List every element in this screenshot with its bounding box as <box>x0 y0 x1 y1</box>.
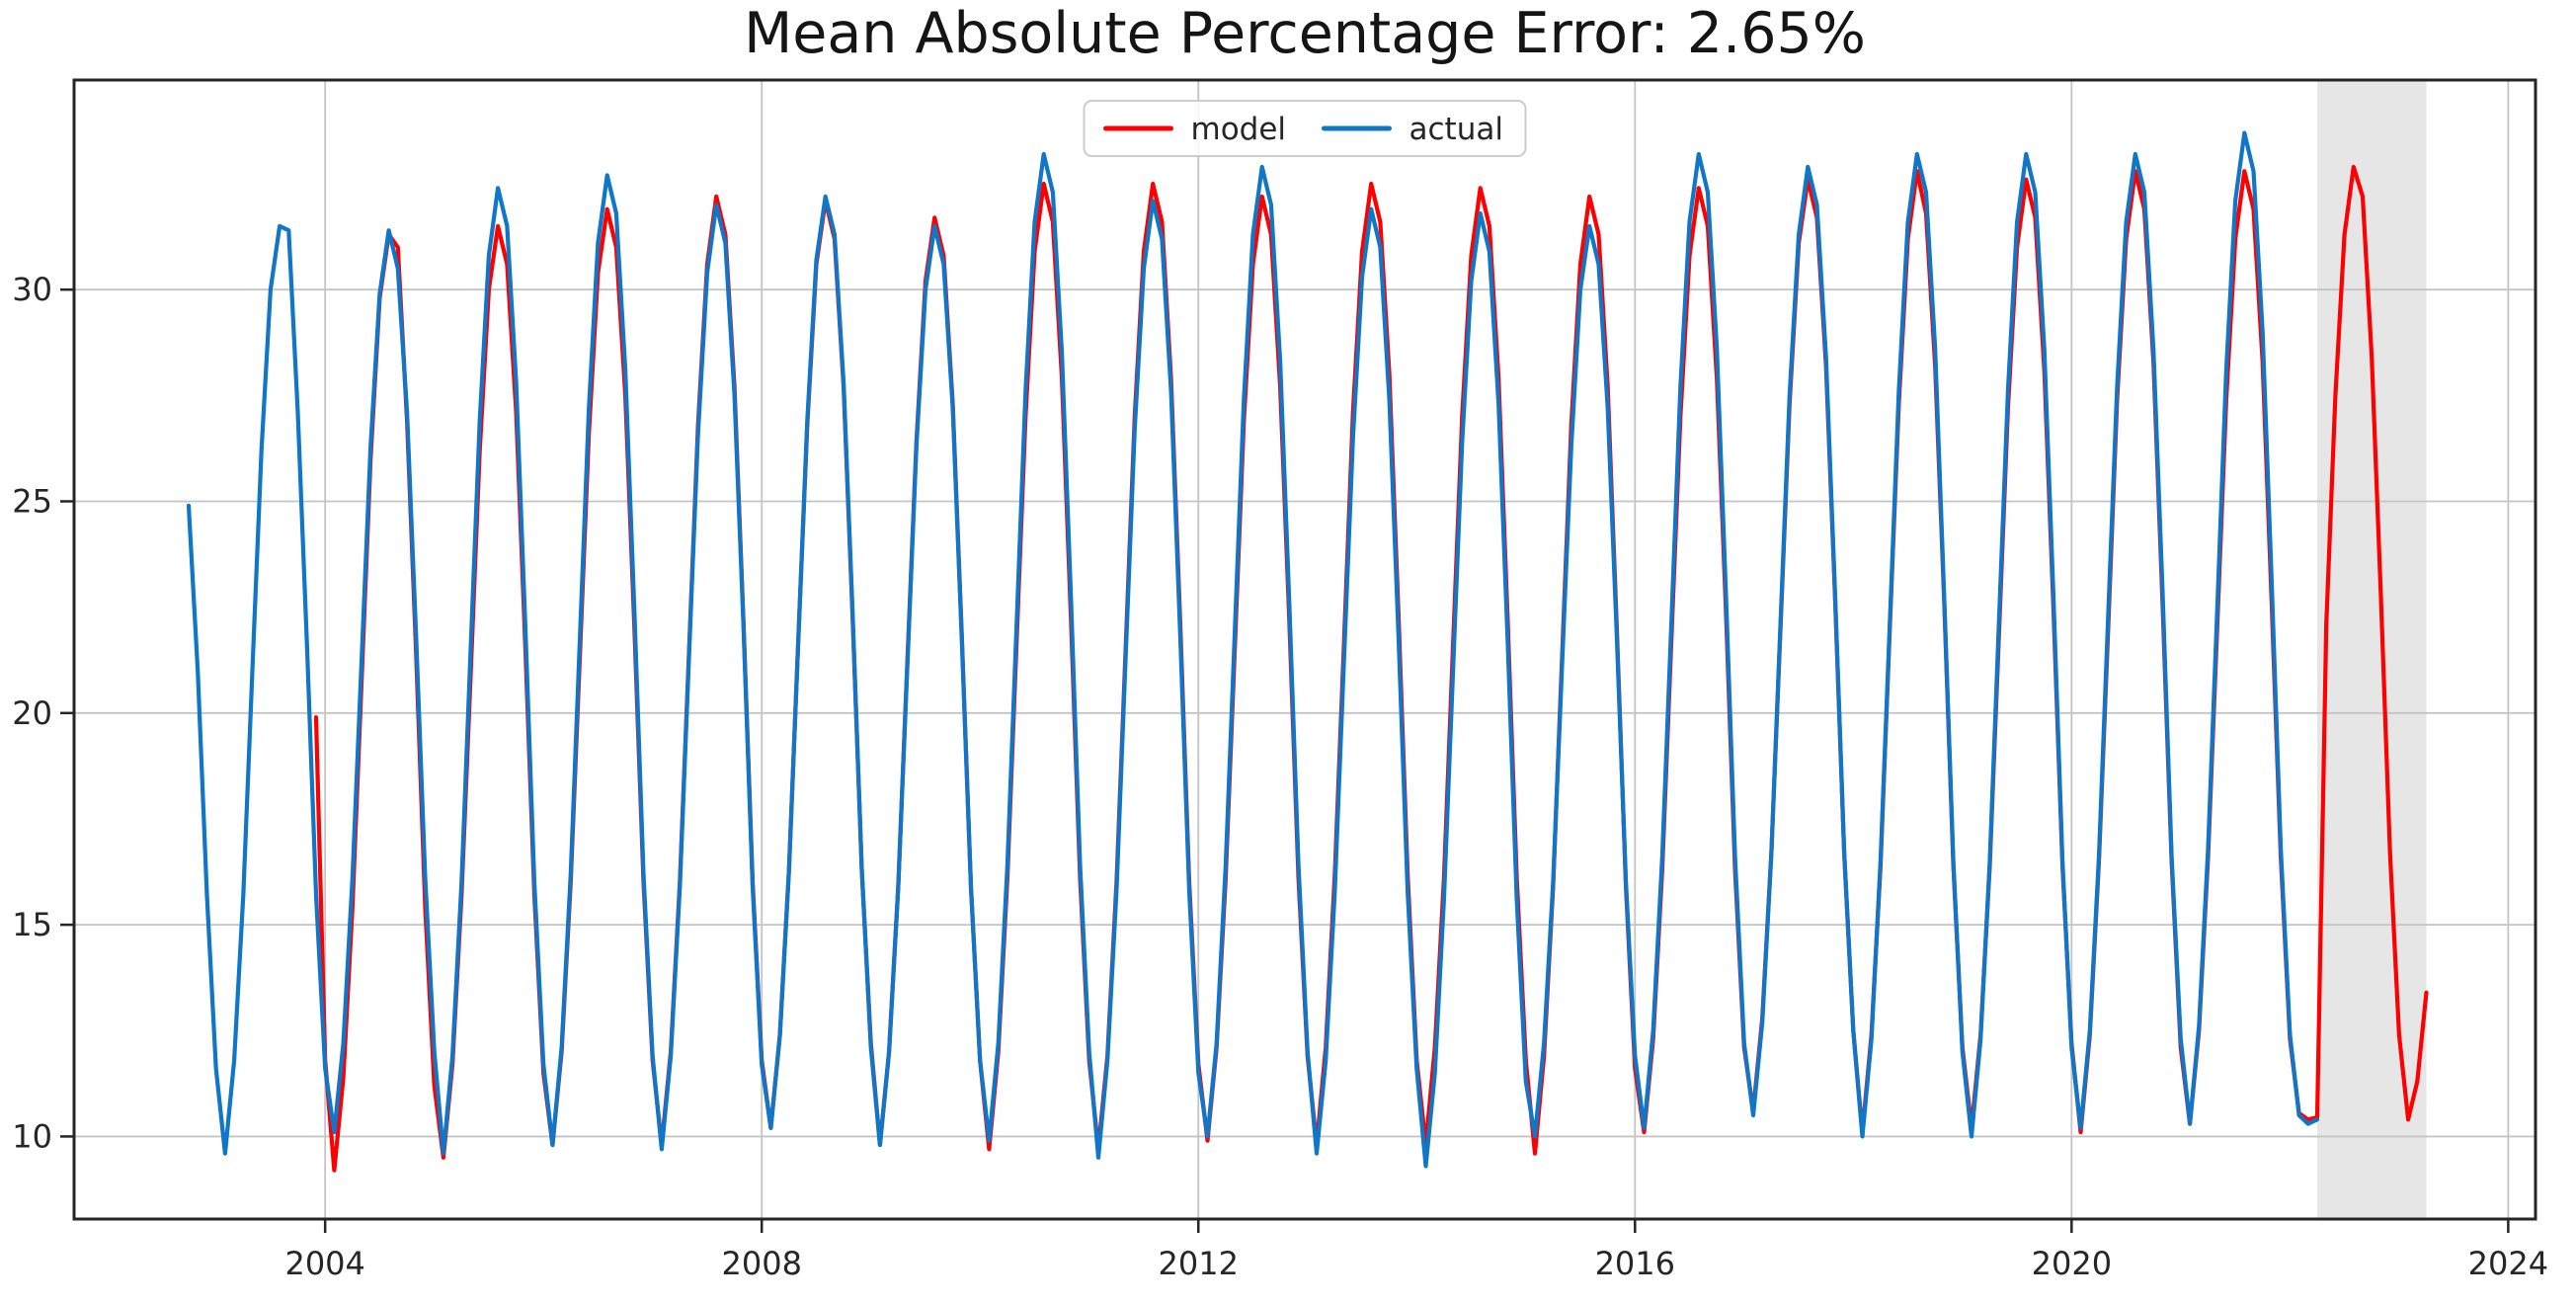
model-line <box>313 164 2429 1173</box>
y-tick-label: 30 <box>12 271 52 308</box>
legend-label-actual: actual <box>1409 112 1503 147</box>
legend-label-model: model <box>1191 112 1287 147</box>
chart-title: Mean Absolute Percentage Error: 2.65% <box>744 1 1866 66</box>
plot-area: 2004 2008 2012 2016 2020 2024 10 15 20 25 30 model a… <box>12 78 2548 1282</box>
legend: model actual <box>1083 100 1527 157</box>
x-tick-label: 2012 <box>1159 1245 1239 1282</box>
x-tick-label: 2016 <box>1595 1245 1675 1282</box>
legend-box <box>1083 100 1527 157</box>
plot-border <box>72 78 2537 1221</box>
x-tick-label: 2024 <box>2468 1245 2548 1282</box>
axis-ticks <box>60 287 2510 1233</box>
actual-line <box>186 130 2320 1169</box>
axis-tick-labels: 2004 2008 2012 2016 2020 2024 10 15 20 25 30 <box>12 271 2548 1282</box>
x-tick-label: 2020 <box>2032 1245 2112 1282</box>
x-tick-label: 2004 <box>284 1245 364 1282</box>
x-tick-label: 2008 <box>721 1245 801 1282</box>
y-tick-label: 25 <box>12 482 52 520</box>
y-tick-label: 20 <box>12 694 52 732</box>
y-tick-label: 10 <box>12 1117 52 1155</box>
y-tick-label: 15 <box>12 906 52 943</box>
gridlines <box>74 80 2536 1219</box>
forecast-region <box>2316 80 2427 1219</box>
